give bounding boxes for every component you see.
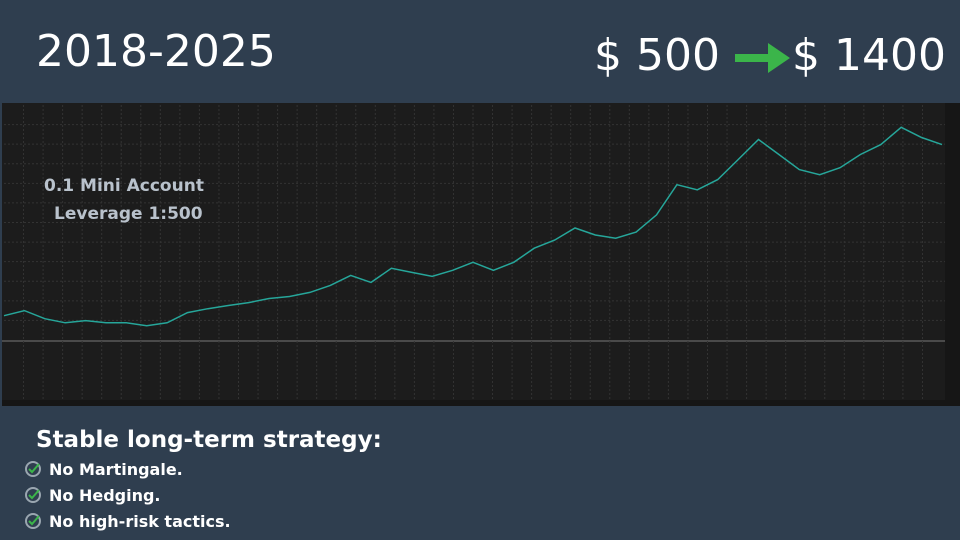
date-axis <box>2 400 945 406</box>
note-item: No high-risk tactics. <box>49 512 231 531</box>
start-balance: $ 500 <box>594 30 720 81</box>
end-balance: $ 1400 <box>792 30 946 81</box>
note-item: No Martingale. <box>49 460 183 479</box>
period: 2018-2025 <box>36 26 276 77</box>
check-icons <box>25 461 41 529</box>
equity-line <box>3 126 943 327</box>
annotation: 0.1 Mini Account <box>44 176 204 196</box>
annotation: Leverage 1:500 <box>54 204 203 224</box>
arrow <box>735 43 790 73</box>
notes-title: Stable long-term strategy: <box>36 427 382 453</box>
chart-bg <box>2 103 960 406</box>
price-axis <box>945 103 960 406</box>
note-item: No Hedging. <box>49 486 161 505</box>
chart-panel <box>2 103 960 406</box>
